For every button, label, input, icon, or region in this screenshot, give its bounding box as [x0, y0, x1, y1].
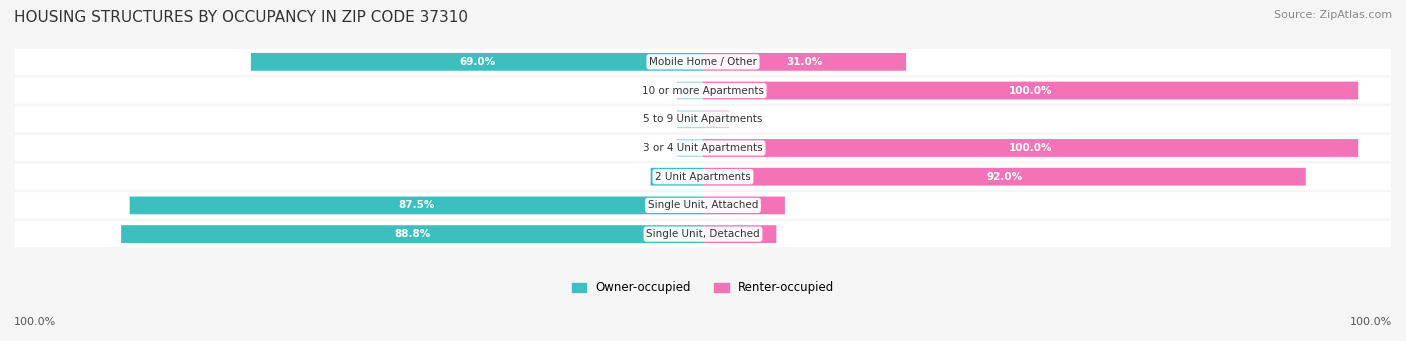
FancyBboxPatch shape — [14, 77, 1392, 104]
Text: 87.5%: 87.5% — [398, 201, 434, 210]
FancyBboxPatch shape — [676, 110, 703, 128]
FancyBboxPatch shape — [14, 106, 1392, 132]
Text: 0.0%: 0.0% — [710, 114, 735, 124]
Text: 8.0%: 8.0% — [662, 172, 692, 182]
Text: 12.5%: 12.5% — [725, 201, 762, 210]
Text: Single Unit, Detached: Single Unit, Detached — [647, 229, 759, 239]
FancyBboxPatch shape — [703, 196, 785, 214]
Text: 0.0%: 0.0% — [671, 143, 696, 153]
Legend: Owner-occupied, Renter-occupied: Owner-occupied, Renter-occupied — [567, 277, 839, 299]
Text: HOUSING STRUCTURES BY OCCUPANCY IN ZIP CODE 37310: HOUSING STRUCTURES BY OCCUPANCY IN ZIP C… — [14, 10, 468, 25]
FancyBboxPatch shape — [14, 163, 1392, 190]
FancyBboxPatch shape — [703, 53, 905, 71]
Text: 0.0%: 0.0% — [671, 86, 696, 95]
Text: 100.0%: 100.0% — [1010, 143, 1052, 153]
FancyBboxPatch shape — [676, 139, 703, 157]
Text: Source: ZipAtlas.com: Source: ZipAtlas.com — [1274, 10, 1392, 20]
FancyBboxPatch shape — [14, 221, 1392, 247]
FancyBboxPatch shape — [703, 81, 1358, 100]
FancyBboxPatch shape — [250, 53, 703, 71]
FancyBboxPatch shape — [651, 168, 703, 186]
Text: 11.2%: 11.2% — [721, 229, 758, 239]
Text: 5 to 9 Unit Apartments: 5 to 9 Unit Apartments — [644, 114, 762, 124]
FancyBboxPatch shape — [14, 192, 1392, 219]
FancyBboxPatch shape — [676, 81, 703, 100]
FancyBboxPatch shape — [703, 110, 730, 128]
Text: 3 or 4 Unit Apartments: 3 or 4 Unit Apartments — [643, 143, 763, 153]
Text: 0.0%: 0.0% — [671, 114, 696, 124]
Text: 92.0%: 92.0% — [987, 172, 1022, 182]
Text: 69.0%: 69.0% — [458, 57, 495, 67]
Text: 100.0%: 100.0% — [1350, 317, 1392, 327]
Text: 31.0%: 31.0% — [786, 57, 823, 67]
FancyBboxPatch shape — [703, 139, 1358, 157]
Text: Mobile Home / Other: Mobile Home / Other — [650, 57, 756, 67]
Text: Single Unit, Attached: Single Unit, Attached — [648, 201, 758, 210]
FancyBboxPatch shape — [129, 196, 703, 214]
FancyBboxPatch shape — [14, 49, 1392, 75]
Text: 100.0%: 100.0% — [1010, 86, 1052, 95]
FancyBboxPatch shape — [703, 225, 776, 243]
Text: 88.8%: 88.8% — [394, 229, 430, 239]
FancyBboxPatch shape — [703, 168, 1306, 186]
Text: 10 or more Apartments: 10 or more Apartments — [643, 86, 763, 95]
FancyBboxPatch shape — [121, 225, 703, 243]
FancyBboxPatch shape — [14, 135, 1392, 161]
Text: 100.0%: 100.0% — [14, 317, 56, 327]
Text: 2 Unit Apartments: 2 Unit Apartments — [655, 172, 751, 182]
